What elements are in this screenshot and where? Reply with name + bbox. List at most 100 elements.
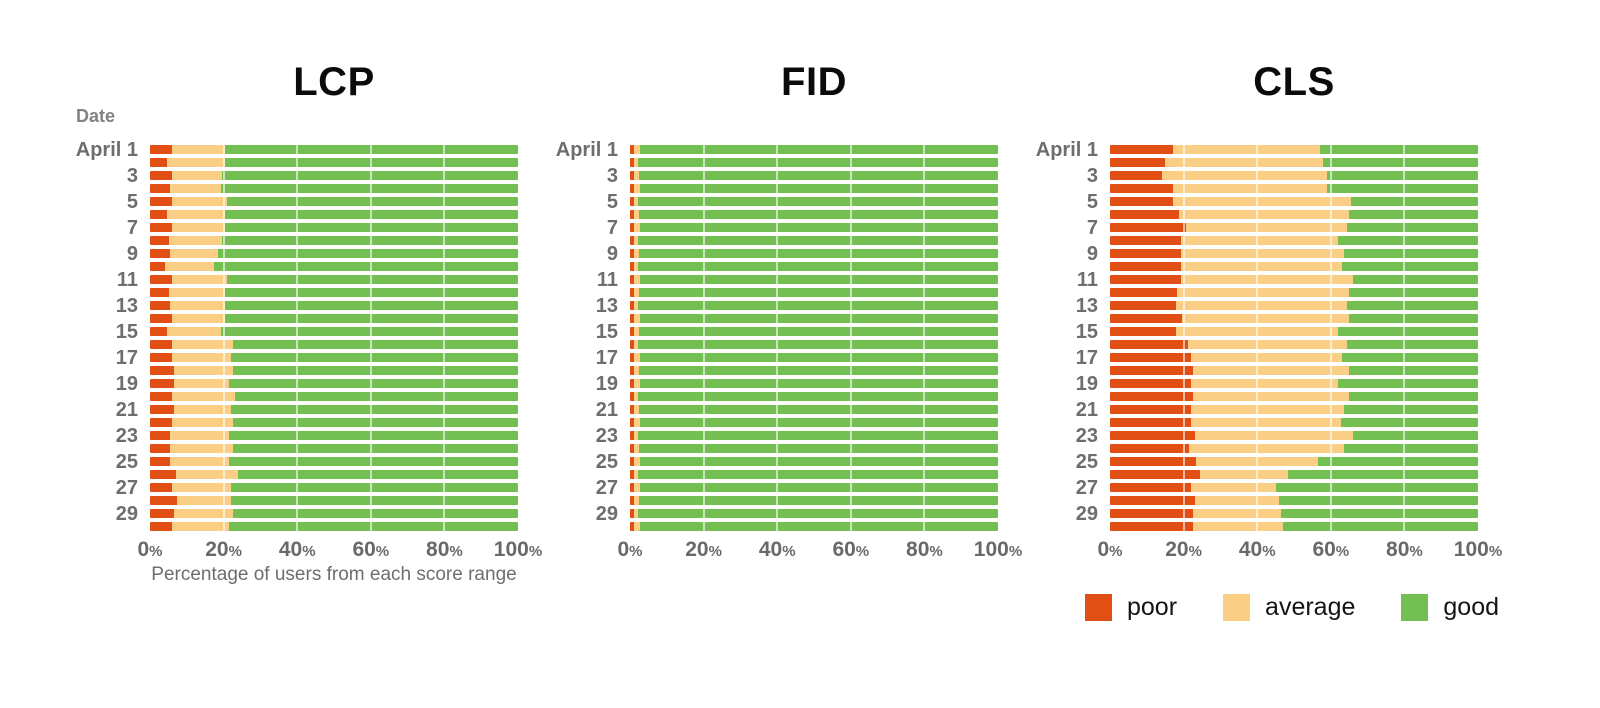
- y-tick-label: 13: [1075, 294, 1098, 317]
- bar-segment-poor: [630, 170, 634, 181]
- bar-segment-poor: [1110, 170, 1162, 181]
- bar-segment-poor: [1110, 456, 1197, 467]
- bar-segment-good: [639, 274, 998, 285]
- bar-row: [630, 469, 998, 480]
- bar-segment-good: [229, 521, 518, 532]
- bar-segment-average: [633, 170, 639, 181]
- bar-segment-average: [173, 404, 231, 415]
- legend-label: average: [1265, 593, 1356, 621]
- bar-row: [150, 404, 518, 415]
- bar-segment-good: [1352, 430, 1478, 441]
- bar-row: [1110, 339, 1478, 350]
- bar-row: [1110, 352, 1478, 363]
- bar-row: [630, 222, 998, 233]
- gridline: [443, 143, 446, 533]
- bar-segment-good: [1288, 469, 1478, 480]
- gridline: [369, 143, 372, 533]
- bar-segment-poor: [1110, 482, 1191, 493]
- bar-segment-poor: [630, 274, 635, 285]
- bar-segment-average: [633, 157, 639, 168]
- bar-row: [1110, 417, 1478, 428]
- bar-row: [630, 274, 998, 285]
- bar-segment-poor: [1110, 352, 1191, 363]
- bar-segment-good: [232, 443, 518, 454]
- bar-segment-good: [640, 456, 998, 467]
- bar-segment-good: [640, 313, 998, 324]
- bar-segment-poor: [150, 313, 173, 324]
- bar-segment-average: [1193, 391, 1350, 402]
- bar-segment-average: [170, 300, 226, 311]
- bar-segment-average: [170, 456, 230, 467]
- bar-segment-poor: [630, 261, 634, 272]
- good-swatch-icon: [1401, 594, 1429, 621]
- bar-segment-average: [172, 170, 223, 181]
- bar-segment-poor: [1110, 365, 1194, 376]
- x-tick-label: 60%: [352, 538, 390, 561]
- y-tick-label: 29: [1075, 502, 1098, 525]
- bar-row: [1110, 521, 1478, 532]
- bar-segment-good: [232, 365, 518, 376]
- bar-row: [150, 248, 518, 259]
- average-swatch-icon: [1223, 594, 1251, 621]
- bar-segment-average: [633, 508, 639, 519]
- bar-segment-average: [167, 326, 221, 337]
- bar-row: [1110, 170, 1478, 181]
- bar-segment-poor: [150, 391, 173, 402]
- x-tick-label: 0%: [1097, 538, 1123, 561]
- bar-segment-good: [220, 183, 518, 194]
- bar-segment-poor: [150, 404, 174, 415]
- bar-segment-average: [1165, 157, 1324, 168]
- bar-segment-poor: [150, 261, 166, 272]
- bar-row: [1110, 313, 1478, 324]
- bar-segment-average: [1193, 521, 1283, 532]
- bar-segment-poor: [150, 469, 176, 480]
- x-tick-label: 40%: [1238, 538, 1276, 561]
- bar-row: [1110, 469, 1478, 480]
- y-tick-label: 3: [606, 164, 618, 187]
- bar-segment-average: [1180, 235, 1339, 246]
- y-tick-label: 15: [115, 320, 138, 343]
- bar-track: [630, 143, 998, 533]
- bar-segment-good: [1349, 209, 1478, 220]
- bar-segment-average: [1199, 469, 1289, 480]
- y-tick-label: 19: [595, 372, 618, 395]
- bar-segment-good: [1323, 157, 1478, 168]
- bar-segment-poor: [630, 235, 634, 246]
- bar-segment-average: [634, 183, 640, 194]
- bar-segment-poor: [1110, 326, 1176, 337]
- bar-row: [630, 157, 998, 168]
- y-axis-labels: April 1 3 5 7 9 11 13 15 17 19 21 23 25 27 29: [72, 140, 150, 533]
- y-tick-label: 5: [1086, 190, 1098, 213]
- bar-segment-good: [640, 222, 998, 233]
- bar-row: [630, 404, 998, 415]
- bar-segment-good: [1344, 404, 1478, 415]
- bar-segment-average: [634, 352, 640, 363]
- bar-segment-poor: [630, 222, 635, 233]
- bar-segment-good: [639, 144, 998, 155]
- bar-row: [150, 274, 518, 285]
- bar-segment-poor: [1110, 144, 1173, 155]
- bar-segment-average: [1193, 508, 1281, 519]
- x-tick-label: 60%: [1312, 538, 1350, 561]
- x-tick-label: 100%: [493, 538, 543, 561]
- bar-row: [630, 313, 998, 324]
- bar-row: [1110, 508, 1478, 519]
- bar-segment-average: [633, 495, 639, 506]
- bar-segment-average: [169, 287, 226, 298]
- bar-segment-average: [1190, 352, 1342, 363]
- y-axis-labels: April 1 3 5 7 9 11 13 15 17 19 21 23 25 27 29: [552, 140, 630, 533]
- bar-segment-average: [172, 482, 231, 493]
- bar-segment-average: [634, 482, 640, 493]
- bar-segment-poor: [1110, 339, 1189, 350]
- bar-segment-good: [238, 469, 518, 480]
- y-tick-label: 25: [1075, 450, 1098, 473]
- x-axis-caption: Percentage of users from each score rang…: [151, 564, 517, 585]
- y-tick-label: 7: [1086, 216, 1098, 239]
- bar-segment-poor: [150, 378, 174, 389]
- bar-segment-poor: [630, 469, 634, 480]
- legend-label: good: [1443, 593, 1500, 621]
- y-tick-label: 19: [1075, 372, 1098, 395]
- y-tick-label: 29: [595, 502, 618, 525]
- bar-segment-good: [1338, 378, 1478, 389]
